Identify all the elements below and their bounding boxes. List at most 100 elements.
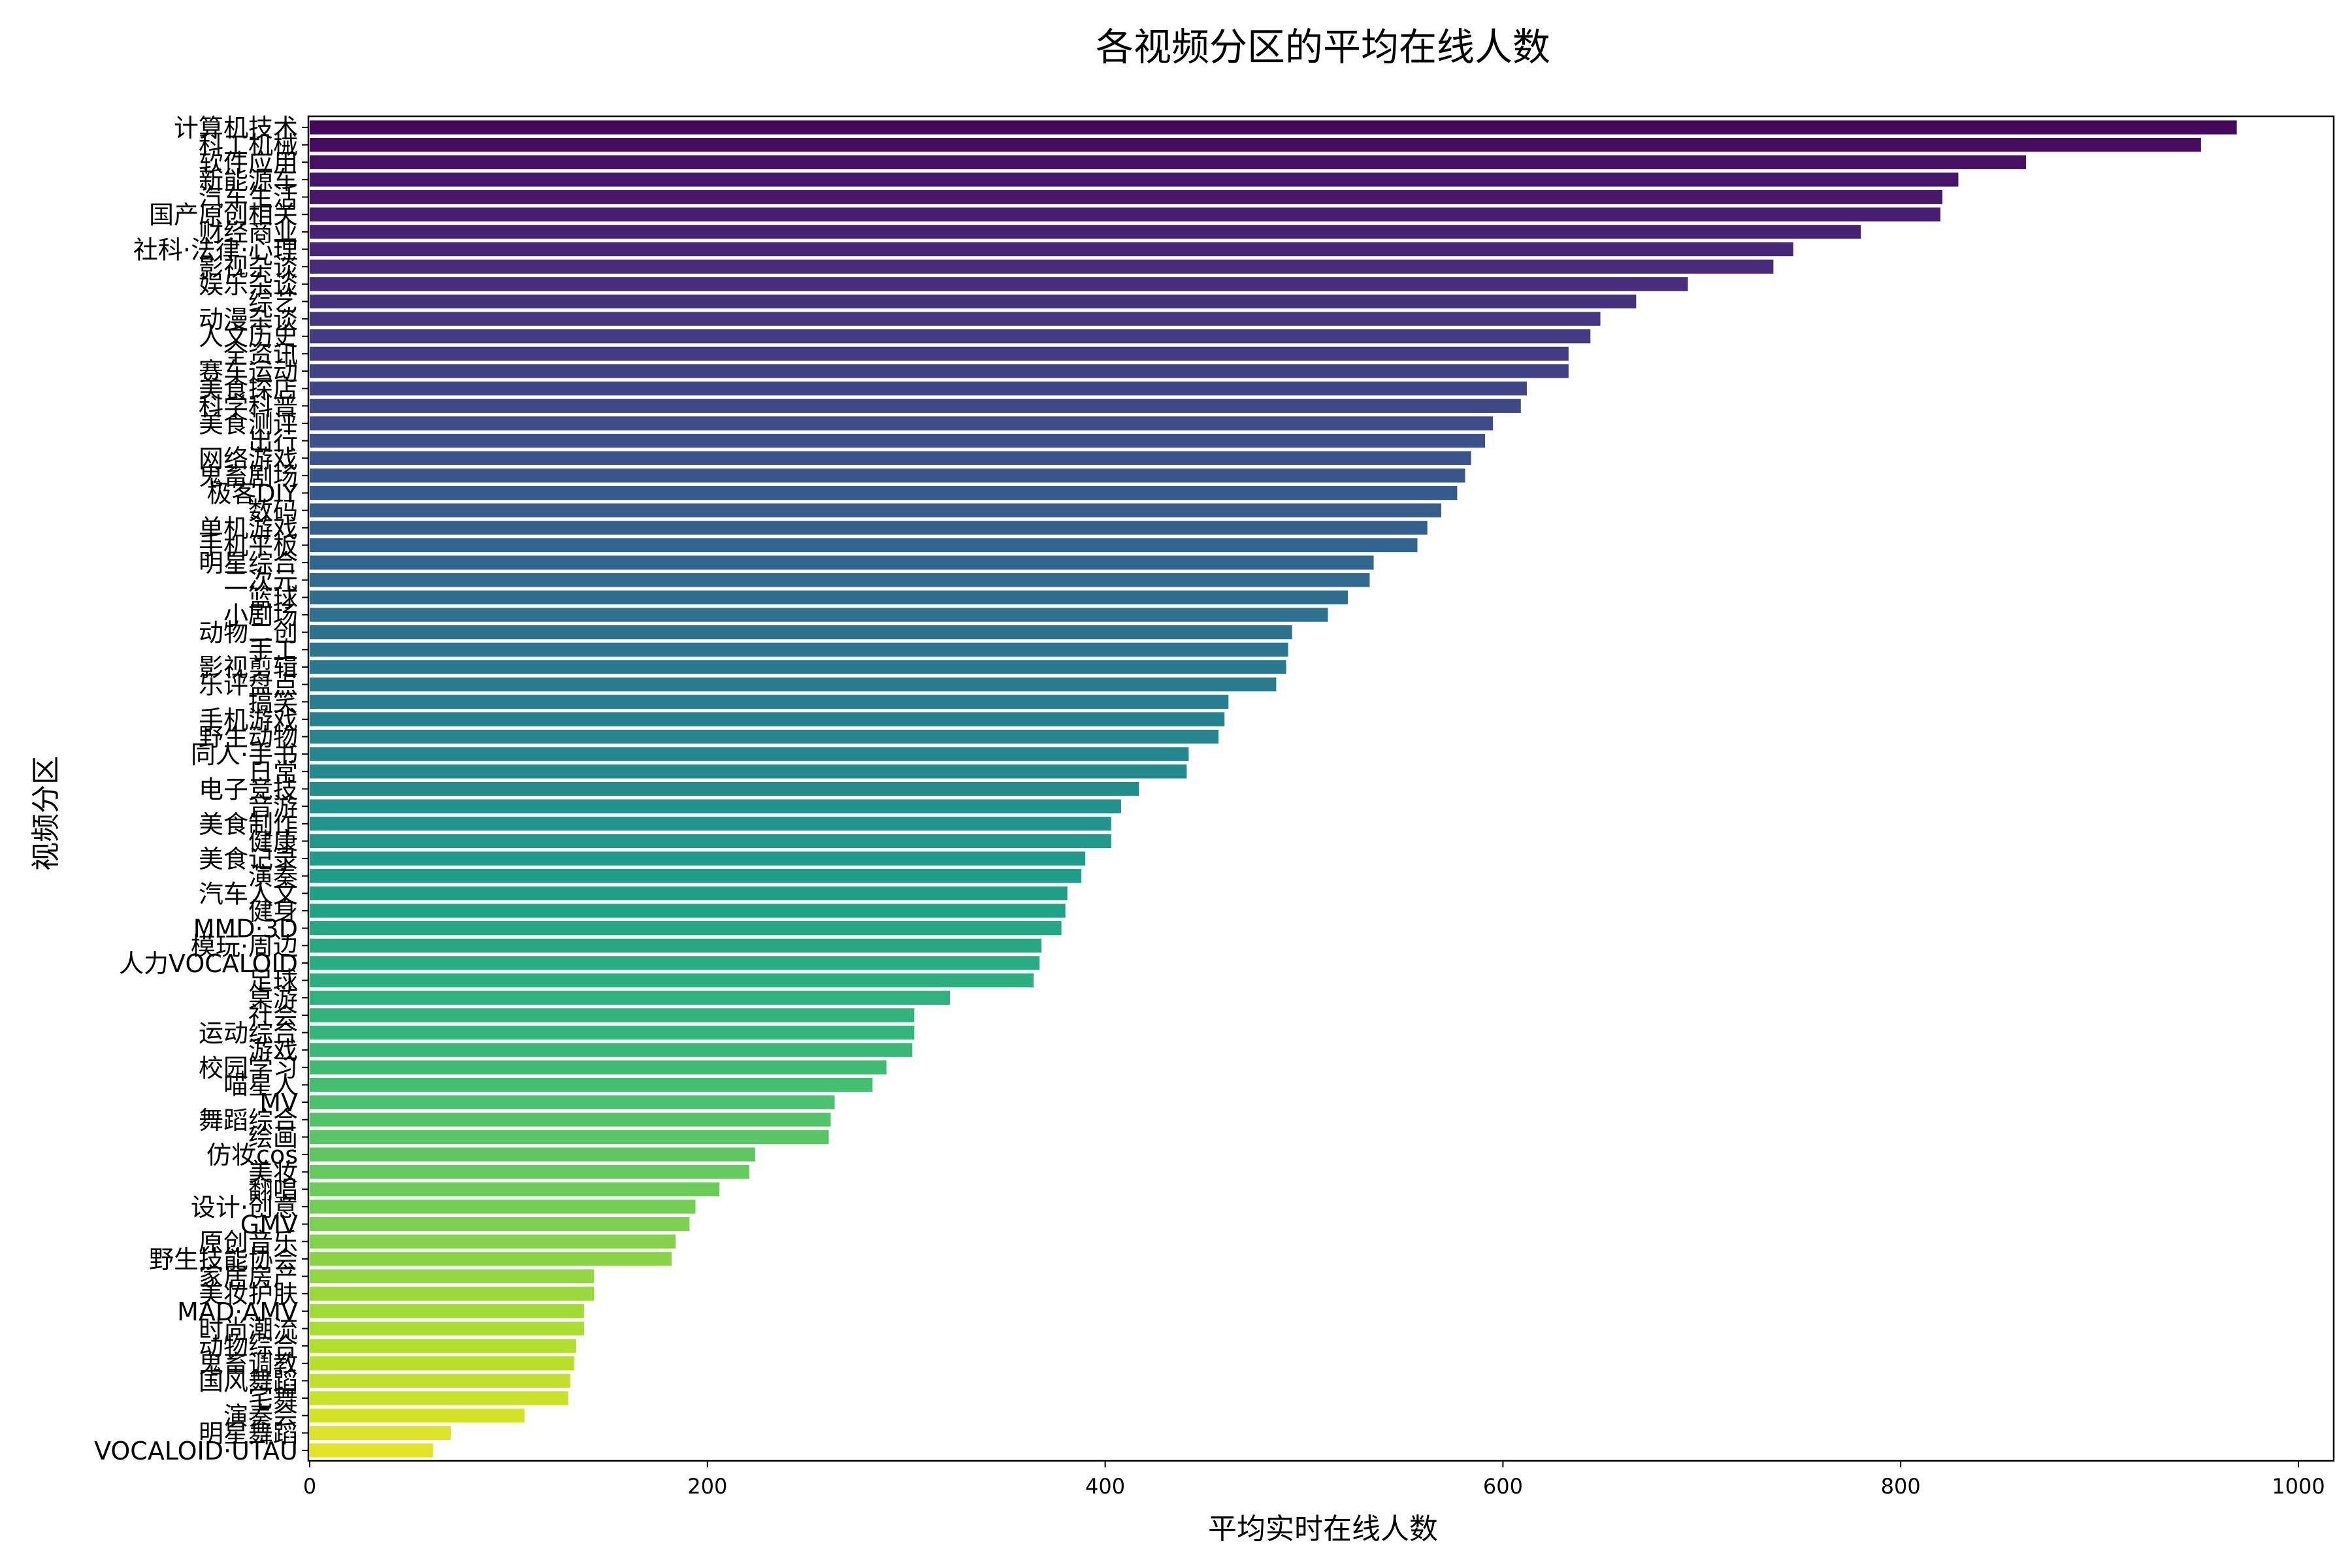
y-tick-label: 人力VOCALOID	[119, 949, 298, 978]
bar	[310, 1234, 676, 1249]
y-tick-label: 动物二创	[199, 619, 298, 647]
y-tick-label: 手机平板	[199, 531, 298, 560]
bar	[310, 1077, 873, 1092]
y-tick-label: MV	[259, 1088, 298, 1117]
y-tick-label: 喵星人	[223, 1071, 298, 1100]
y-tick-label: 美食测评	[199, 410, 298, 438]
y-tick-label: 娱乐杂谈	[199, 270, 298, 299]
x-tick-label: 400	[1085, 1474, 1125, 1499]
y-tick-label: 明星综合	[199, 549, 298, 578]
y-tick-label: 汽车人文	[199, 879, 298, 908]
y-tick-label: 影视杂谈	[199, 253, 298, 282]
bar	[310, 485, 1458, 500]
bar	[310, 364, 1569, 378]
bar	[310, 207, 1941, 221]
bar	[310, 764, 1187, 779]
bar	[310, 990, 951, 1005]
bar	[310, 921, 1062, 936]
bar	[310, 189, 1943, 204]
y-tick-label: 二次元	[223, 566, 298, 595]
bar	[310, 416, 1494, 431]
bar	[310, 1286, 595, 1301]
y-tick-label: 软件应用	[199, 148, 298, 177]
y-tick-label: 财经商业	[199, 218, 298, 247]
bar	[310, 1391, 568, 1405]
x-tick-label: 200	[687, 1474, 727, 1499]
bar	[310, 277, 1688, 291]
bar	[310, 538, 1418, 553]
y-tick-label: 音游	[248, 792, 298, 821]
y-tick-label: 游戏	[248, 1036, 298, 1065]
y-tick-label: 社科·法律·心理	[133, 236, 298, 265]
y-tick-label: 小剧场	[223, 601, 298, 630]
bar	[310, 555, 1374, 570]
bar	[310, 625, 1292, 640]
bar	[310, 312, 1601, 326]
y-tick-label: 家居房产	[199, 1263, 298, 1292]
bar	[310, 1008, 915, 1022]
y-axis-ticks: 计算机技术科工机械软件应用新能源车汽车生活国产原创相关财经商业社科·法律·心理影…	[94, 114, 308, 1465]
y-tick-label: 明星舞蹈	[199, 1419, 298, 1448]
bar	[310, 608, 1328, 622]
y-tick-label: 国产原创相关	[149, 201, 298, 229]
y-tick-label: 社会	[248, 1002, 298, 1030]
y-tick-label: 美食记录	[199, 845, 298, 874]
y-tick-label: 美食探店	[199, 375, 298, 404]
y-tick-label: 健康	[248, 827, 298, 856]
y-tick-label: 美妆护肤	[199, 1280, 298, 1309]
bar	[310, 1339, 576, 1353]
bar	[310, 1304, 585, 1318]
y-tick-label: 校园学习	[199, 1054, 298, 1083]
bar	[310, 1182, 720, 1196]
y-tick-label: 时尚潮流	[199, 1315, 298, 1343]
bar	[310, 1200, 696, 1214]
bar	[310, 781, 1139, 796]
y-tick-label: GMV	[240, 1211, 298, 1239]
bar	[310, 120, 2237, 135]
bar	[310, 886, 1068, 901]
bar	[310, 1147, 755, 1162]
y-tick-label: 手机游戏	[199, 706, 298, 734]
bar	[310, 155, 2026, 169]
bar	[310, 1060, 887, 1075]
y-tick-label: 乐评盘点	[199, 671, 298, 700]
y-tick-label: 科工机械	[199, 131, 298, 160]
y-tick-label: 设计·创意	[191, 1193, 298, 1222]
x-axis-label: 平均实时在线人数	[1208, 1512, 1438, 1546]
bar	[310, 172, 1959, 187]
bar	[310, 729, 1219, 744]
bar	[310, 590, 1348, 605]
bars-group	[310, 120, 2237, 1458]
bar	[310, 225, 1861, 239]
bar	[310, 817, 1111, 831]
y-tick-label: 新能源车	[199, 166, 298, 195]
y-tick-label: 国风舞蹈	[199, 1367, 298, 1396]
bar	[310, 1165, 749, 1179]
y-tick-label: 同人·手书	[191, 740, 298, 769]
bar	[310, 1095, 835, 1109]
bar	[310, 329, 1591, 344]
bar	[310, 573, 1370, 587]
y-tick-label: 演奏	[248, 862, 298, 891]
bar	[310, 433, 1486, 448]
bar	[310, 834, 1111, 849]
bar	[310, 747, 1189, 761]
plot-frame	[307, 115, 2335, 1462]
bar	[310, 1025, 915, 1040]
y-tick-label: 搞笑	[248, 688, 298, 717]
bar	[310, 1356, 574, 1371]
bar	[310, 468, 1465, 483]
bar	[310, 904, 1066, 918]
bar	[310, 851, 1086, 866]
y-tick-label: 极客DIY	[206, 480, 298, 508]
y-tick-label: 健身	[248, 897, 298, 926]
bar	[310, 521, 1428, 535]
y-tick-label: VOCALOID·UTAU	[94, 1437, 298, 1465]
bar	[310, 1252, 672, 1266]
bar	[310, 869, 1082, 883]
bar	[310, 799, 1121, 813]
bar	[310, 1409, 525, 1423]
y-tick-label: 舞蹈综合	[199, 1106, 298, 1135]
bar	[310, 1269, 595, 1284]
